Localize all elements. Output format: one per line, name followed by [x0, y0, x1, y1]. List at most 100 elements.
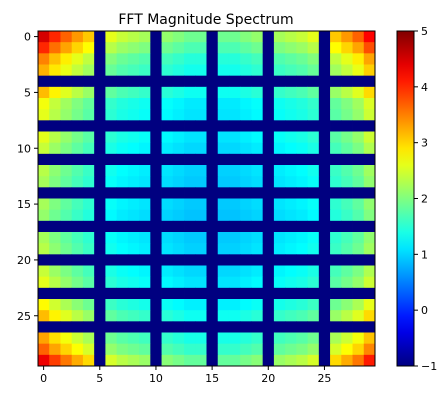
- heatmap-cell: [38, 243, 50, 255]
- heatmap-cell: [139, 142, 151, 155]
- heatmap-cell: [172, 31, 185, 43]
- heatmap-cell: [285, 75, 297, 88]
- heatmap-cell: [307, 165, 320, 177]
- heatmap-cell: [296, 220, 308, 233]
- heatmap-cell: [352, 198, 365, 211]
- colorbar: [396, 30, 415, 367]
- heatmap-cell: [60, 142, 73, 155]
- heatmap-cell: [49, 98, 61, 110]
- heatmap-cell: [318, 321, 331, 333]
- heatmap-cell: [71, 254, 84, 266]
- heatmap-cell: [273, 243, 286, 255]
- heatmap-cell: [307, 109, 320, 121]
- heatmap-cell: [217, 299, 230, 311]
- heatmap-cell: [94, 209, 106, 222]
- heatmap-cell: [60, 75, 73, 88]
- heatmap-cell: [307, 31, 320, 43]
- heatmap-cell: [341, 198, 353, 211]
- heatmap-cell: [172, 220, 185, 233]
- heatmap-cell: [228, 98, 241, 110]
- heatmap-cell: [127, 31, 140, 43]
- heatmap-cell: [184, 299, 196, 311]
- heatmap-cell: [38, 42, 50, 54]
- heatmap-cell: [262, 142, 275, 155]
- heatmap-cell: [139, 198, 151, 211]
- heatmap-cell: [49, 187, 61, 199]
- heatmap-cell: [352, 142, 365, 155]
- heatmap-cell: [38, 176, 50, 188]
- heatmap-cell: [352, 220, 365, 233]
- heatmap-cell: [38, 153, 50, 166]
- heatmap-cell: [82, 343, 95, 356]
- heatmap-cell: [363, 343, 376, 356]
- heatmap-cell: [341, 209, 353, 222]
- heatmap-cell: [363, 86, 376, 99]
- heatmap-cell: [139, 176, 151, 188]
- heatmap-cell: [285, 287, 297, 300]
- heatmap-cell: [105, 276, 118, 289]
- heatmap-cell: [71, 198, 84, 211]
- heatmap-cell: [184, 109, 196, 121]
- heatmap-cell: [307, 209, 320, 222]
- heatmap-cell: [139, 287, 151, 300]
- heatmap-cell: [363, 265, 376, 278]
- heatmap-cell: [352, 153, 365, 166]
- heatmap-cell: [82, 165, 95, 177]
- heatmap-cell: [352, 287, 365, 300]
- heatmap-cell: [330, 354, 342, 367]
- heatmap-cell: [82, 98, 95, 110]
- heatmap-cell: [105, 343, 118, 356]
- heatmap-cell: [307, 232, 320, 244]
- heatmap-cell: [363, 209, 376, 222]
- heatmap-cell: [318, 220, 331, 233]
- heatmap-cell: [139, 321, 151, 333]
- heatmap-cell: [127, 354, 140, 367]
- heatmap-cell: [127, 198, 140, 211]
- heatmap-cell: [217, 254, 230, 266]
- heatmap-cell: [150, 276, 162, 289]
- heatmap-cell: [139, 243, 151, 255]
- heatmap-cell: [206, 310, 219, 322]
- heatmap-cell: [206, 276, 219, 289]
- heatmap-cell: [184, 243, 196, 255]
- heatmap-cell: [60, 299, 73, 311]
- heatmap-cell: [116, 287, 129, 300]
- heatmap-cell: [296, 86, 308, 99]
- heatmap-cell: [240, 321, 252, 333]
- heatmap-cell: [82, 75, 95, 88]
- heatmap-cell: [172, 109, 185, 121]
- heatmap-cell: [195, 120, 207, 132]
- heatmap-cell: [161, 187, 174, 199]
- heatmap-cell: [82, 276, 95, 289]
- heatmap-cell: [273, 276, 286, 289]
- heatmap-cell: [307, 321, 320, 333]
- heatmap-cell: [172, 42, 185, 54]
- heatmap-cell: [94, 287, 106, 300]
- heatmap-cell: [94, 220, 106, 233]
- heatmap-cell: [195, 131, 207, 144]
- heatmap-cell: [341, 31, 353, 43]
- heatmap-cell: [195, 142, 207, 155]
- heatmap-cell: [150, 354, 162, 367]
- heatmap-cell: [330, 265, 342, 278]
- heatmap-cell: [161, 86, 174, 99]
- heatmap-cell: [352, 232, 365, 244]
- heatmap-cell: [217, 53, 230, 65]
- heatmap-cell: [94, 299, 106, 311]
- heatmap-cell: [127, 276, 140, 289]
- heatmap-cell: [352, 131, 365, 144]
- heatmap-cell: [161, 165, 174, 177]
- heatmap-cell: [150, 165, 162, 177]
- heatmap-cell: [363, 310, 376, 322]
- heatmap-cell: [195, 354, 207, 367]
- heatmap-cell: [71, 142, 84, 155]
- heatmap-cell: [49, 321, 61, 333]
- heatmap-cell: [206, 343, 219, 356]
- heatmap-cell: [172, 53, 185, 65]
- heatmap-cell: [341, 321, 353, 333]
- heatmap-cell: [262, 321, 275, 333]
- heatmap-cell: [273, 332, 286, 345]
- heatmap-cell: [341, 332, 353, 345]
- heatmap-cell: [105, 75, 118, 88]
- heatmap-cell: [228, 165, 241, 177]
